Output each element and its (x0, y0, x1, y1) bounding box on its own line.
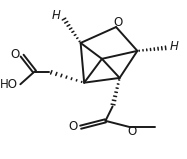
Text: H: H (51, 9, 60, 22)
Text: H: H (170, 40, 179, 53)
Text: O: O (127, 125, 136, 138)
Text: O: O (10, 48, 20, 61)
Text: O: O (68, 120, 77, 133)
Text: O: O (113, 16, 122, 29)
Text: HO: HO (0, 78, 18, 91)
